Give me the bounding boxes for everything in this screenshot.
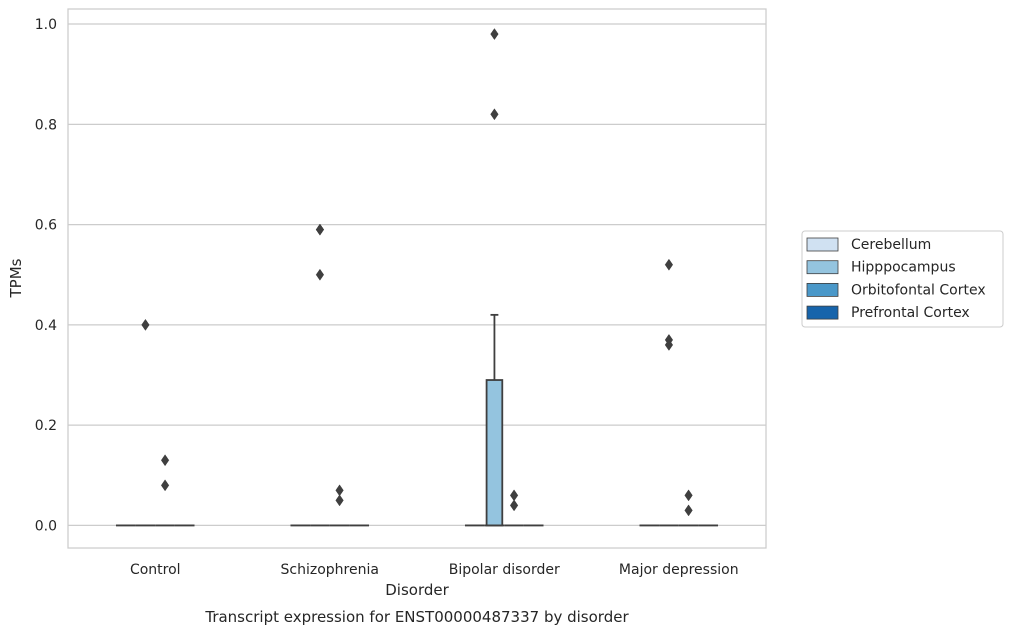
legend-swatch: [806, 282, 839, 297]
legend-swatch: [806, 237, 839, 252]
legend-label: Cerebellum: [851, 237, 931, 253]
outlier-point: [684, 489, 693, 502]
box-groups: [115, 28, 719, 527]
y-axis-title: TPMs: [7, 258, 25, 298]
plot-background: [68, 9, 766, 548]
x-tick-label: Control: [130, 562, 181, 578]
box-orbitofontal-cortex: [155, 454, 175, 527]
figure-caption: Transcript expression for ENST0000048733…: [204, 608, 629, 626]
outlier-point: [509, 499, 519, 512]
outlier-point: [315, 223, 325, 236]
legend-frame: [801, 230, 1004, 328]
box-hipppocampus: [659, 258, 679, 527]
outlier-point: [335, 494, 344, 507]
outlier-point: [315, 268, 325, 281]
legend-label: Hipppocampus: [851, 260, 956, 276]
y-tick-labels: 0.0 0.2 0.4 0.6 0.8 1.0: [35, 17, 57, 534]
x-tick-label: Major depression: [619, 562, 739, 578]
box-hipppocampus: [135, 318, 156, 527]
box-hipppocampus: [484, 28, 505, 527]
legend-label: Orbitofontal Cortex: [851, 282, 986, 298]
legend-swatch: [806, 305, 839, 320]
box-hipppocampus: [310, 223, 330, 527]
legend-swatch: [806, 260, 839, 275]
outlier-point: [160, 479, 170, 492]
box-orbitofontal-cortex: [329, 484, 350, 527]
legend: Cerebellum Hipppocampus Orbitofontal Corte…: [801, 230, 1004, 328]
y-tick-label: 0.6: [35, 218, 57, 234]
box-body: [485, 379, 504, 527]
x-tick-labels: Control Schizophrenia Bipolar disorder Majo…: [130, 562, 739, 578]
outlier-point: [141, 318, 150, 331]
legend-label: Prefrontal Cortex: [851, 305, 970, 321]
outlier-point: [490, 108, 499, 121]
outlier-point: [664, 258, 674, 271]
y-tick-label: 0.0: [35, 518, 57, 534]
x-tick-label: Schizophrenia: [281, 562, 379, 578]
x-axis-title: Disorder: [385, 581, 449, 599]
y-tick-label: 0.4: [35, 318, 57, 334]
y-tick-label: 1.0: [35, 17, 57, 33]
y-tick-label: 0.2: [35, 418, 57, 434]
box-orbitofontal-cortex: [504, 489, 524, 527]
outlier-point: [160, 454, 170, 467]
outlier-point: [490, 28, 499, 41]
plot-frame: [67, 8, 767, 549]
x-tick-label: Bipolar disorder: [449, 562, 560, 578]
outlier-point: [684, 504, 693, 517]
outlier-point: [664, 338, 674, 351]
box-orbitofontal-cortex: [678, 489, 699, 527]
y-tick-label: 0.8: [35, 117, 57, 133]
